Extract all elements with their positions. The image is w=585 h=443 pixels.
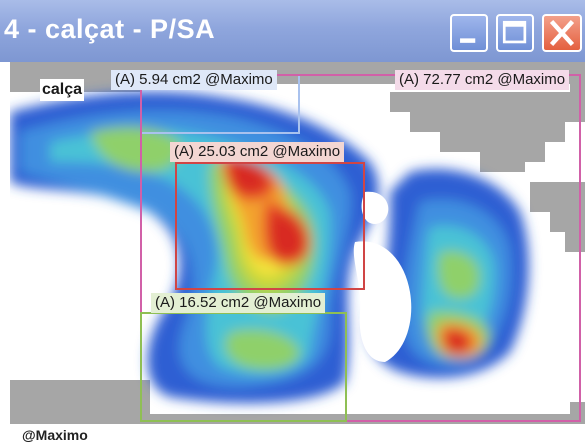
- window-title: 4 - calçat - P/SA: [4, 14, 216, 44]
- region-label-1[interactable]: (A) 5.94 cm2 @Maximo: [111, 70, 277, 90]
- region-label-2[interactable]: (A) 72.77 cm2 @Maximo: [395, 70, 570, 90]
- close-icon: [549, 19, 575, 47]
- region-box-3[interactable]: [175, 162, 365, 290]
- region-box-4[interactable]: [140, 312, 347, 422]
- status-text: @Maximo: [22, 427, 88, 443]
- minimize-button[interactable]: [450, 14, 488, 52]
- region-box-2[interactable]: [140, 74, 581, 422]
- pressure-map-viewport[interactable]: calça (A) 5.94 cm2 @Maximo (A) 72.77 cm2…: [10, 62, 585, 424]
- minimize-icon: [460, 38, 476, 43]
- maximize-button[interactable]: [496, 14, 534, 52]
- region-label-3[interactable]: (A) 25.03 cm2 @Maximo: [170, 142, 345, 162]
- pressure-heatmap: [10, 62, 585, 424]
- status-bar: @Maximo: [0, 424, 585, 443]
- close-button[interactable]: [542, 14, 582, 52]
- view-label: calça: [40, 79, 85, 101]
- title-bar[interactable]: 4 - calçat - P/SA: [0, 0, 585, 62]
- maximize-icon: [502, 20, 527, 44]
- region-label-4[interactable]: (A) 16.52 cm2 @Maximo: [151, 293, 326, 313]
